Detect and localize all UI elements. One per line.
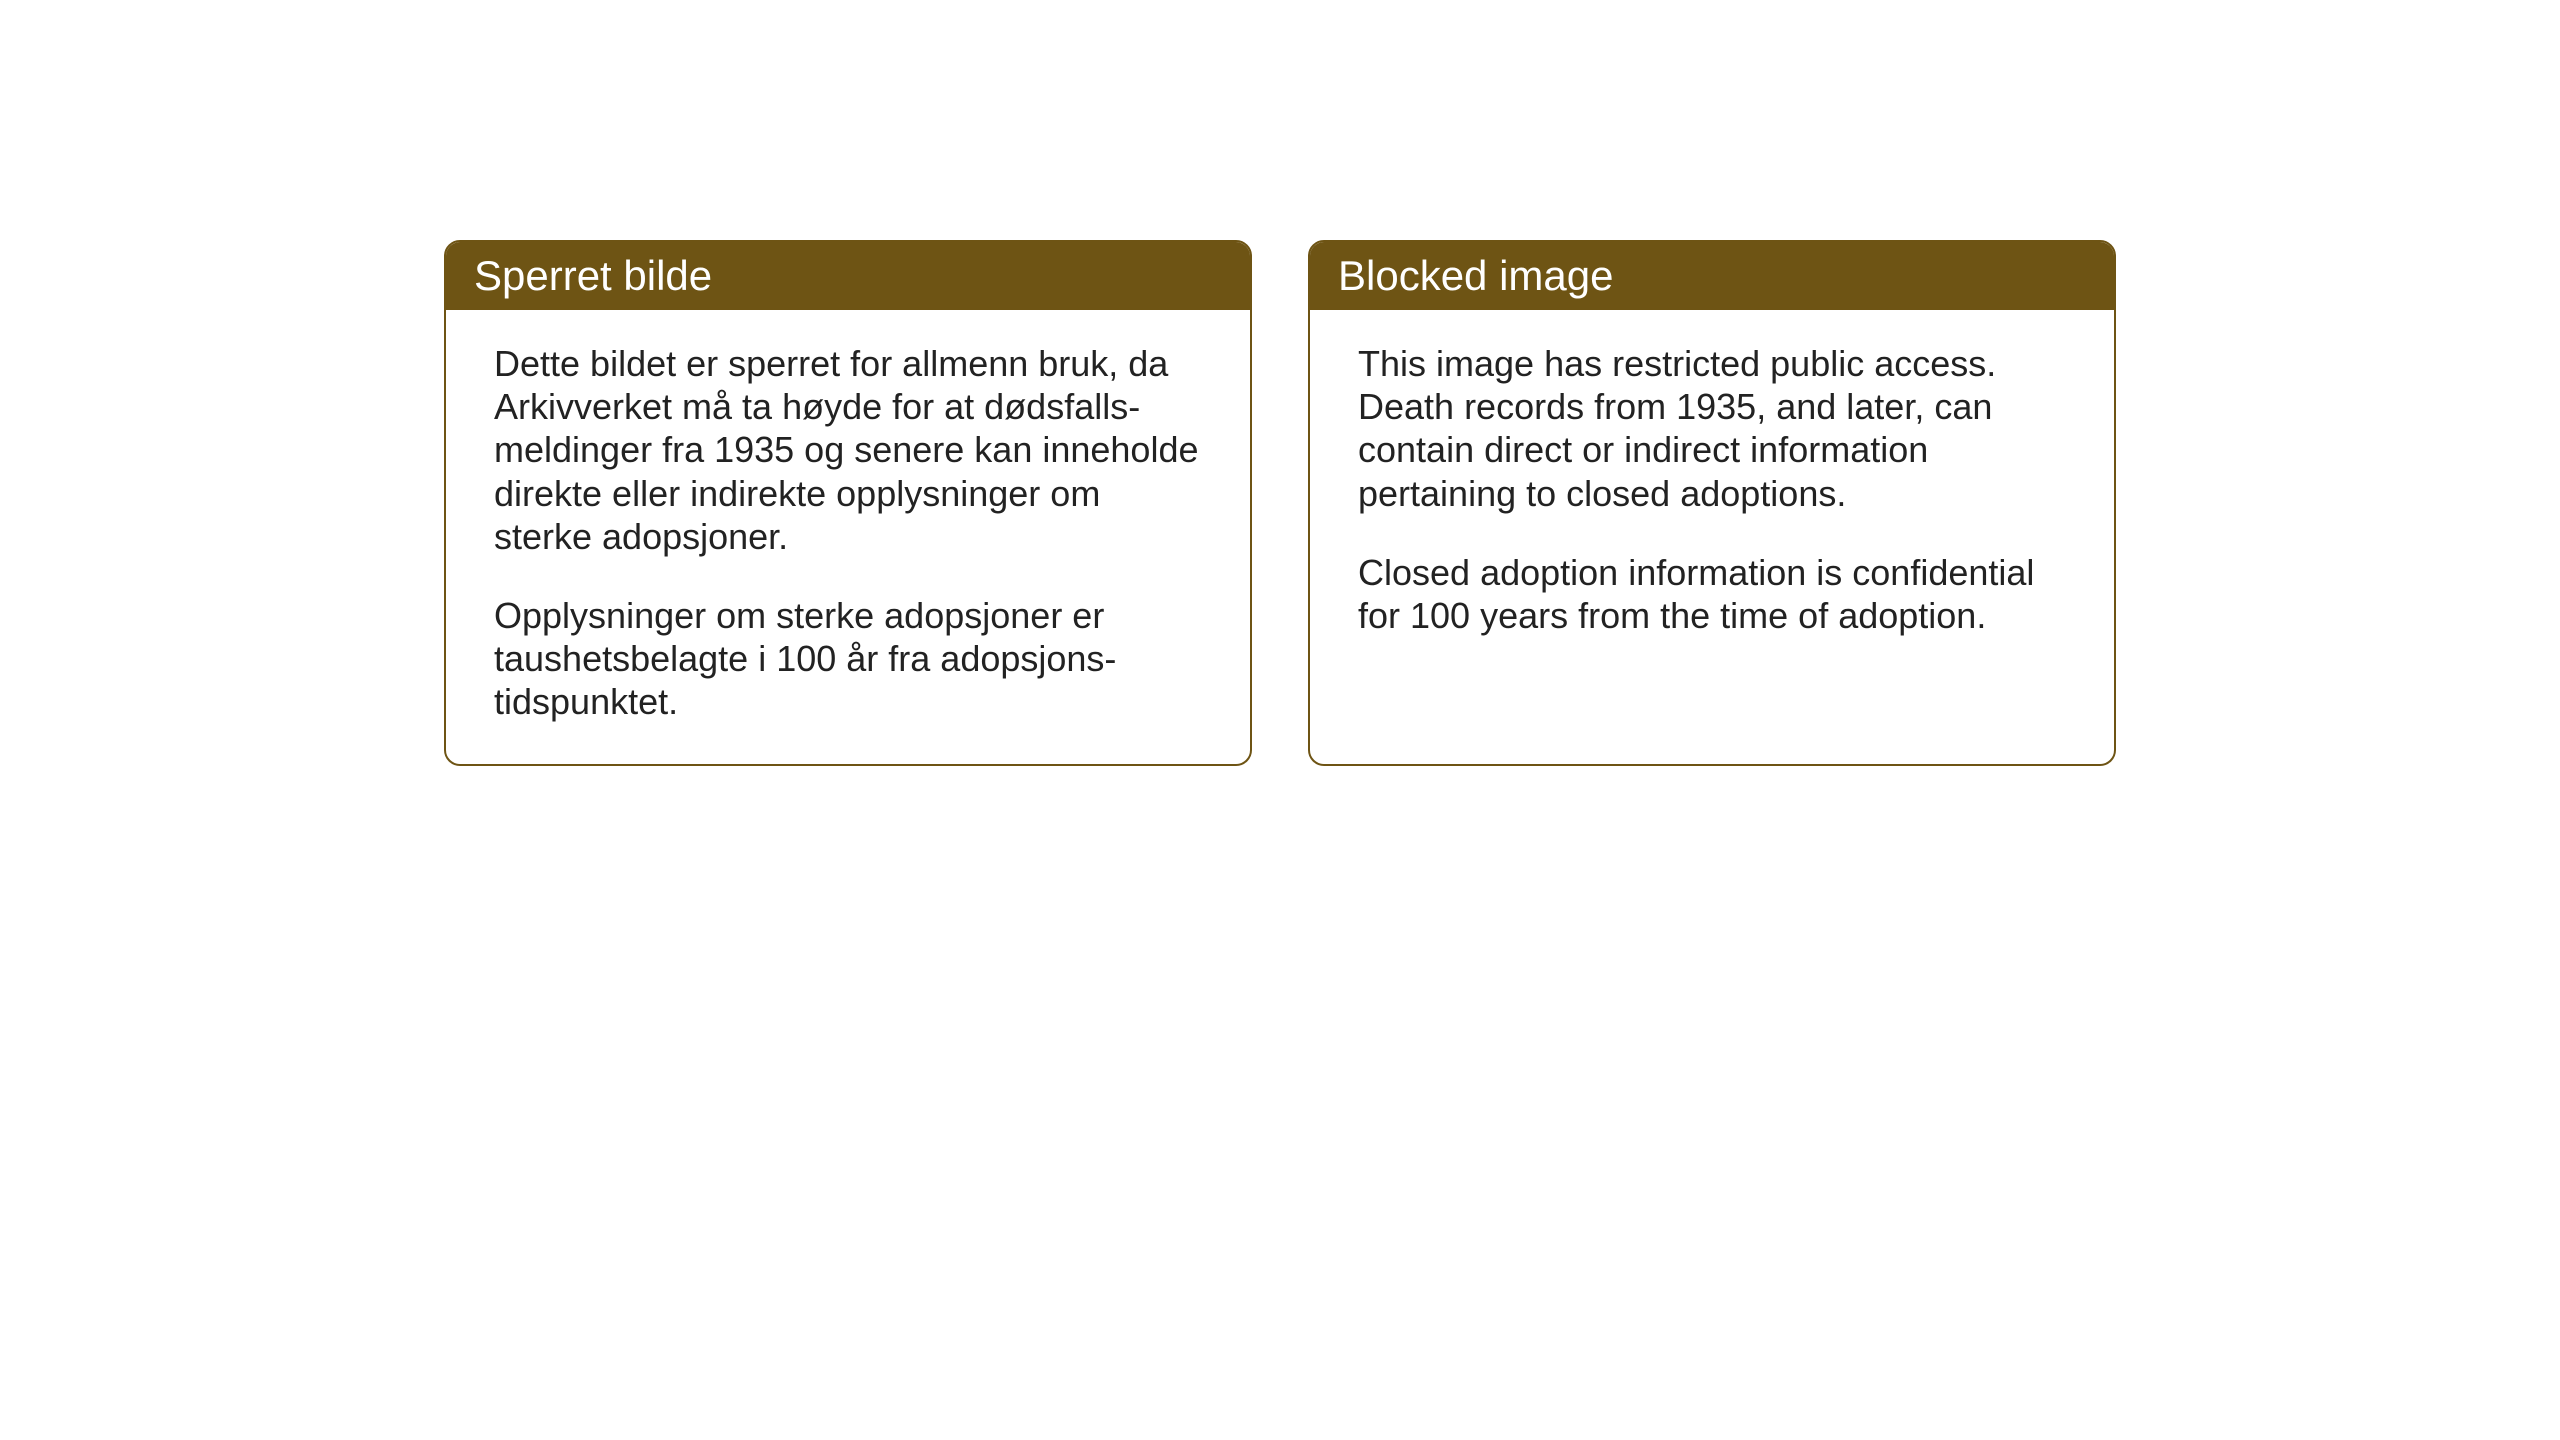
english-card-body: This image has restricted public access.… [1310, 310, 2114, 677]
english-card-title: Blocked image [1338, 252, 1613, 299]
norwegian-card: Sperret bilde Dette bildet er sperret fo… [444, 240, 1252, 766]
english-paragraph-2: Closed adoption information is confident… [1358, 551, 2066, 637]
norwegian-paragraph-1: Dette bildet er sperret for allmenn bruk… [494, 342, 1202, 558]
english-card: Blocked image This image has restricted … [1308, 240, 2116, 766]
english-card-header: Blocked image [1310, 242, 2114, 310]
norwegian-paragraph-2: Opplysninger om sterke adopsjoner er tau… [494, 594, 1202, 724]
norwegian-card-header: Sperret bilde [446, 242, 1250, 310]
norwegian-card-title: Sperret bilde [474, 252, 712, 299]
cards-container: Sperret bilde Dette bildet er sperret fo… [0, 0, 2560, 766]
norwegian-card-body: Dette bildet er sperret for allmenn bruk… [446, 310, 1250, 764]
english-paragraph-1: This image has restricted public access.… [1358, 342, 2066, 515]
